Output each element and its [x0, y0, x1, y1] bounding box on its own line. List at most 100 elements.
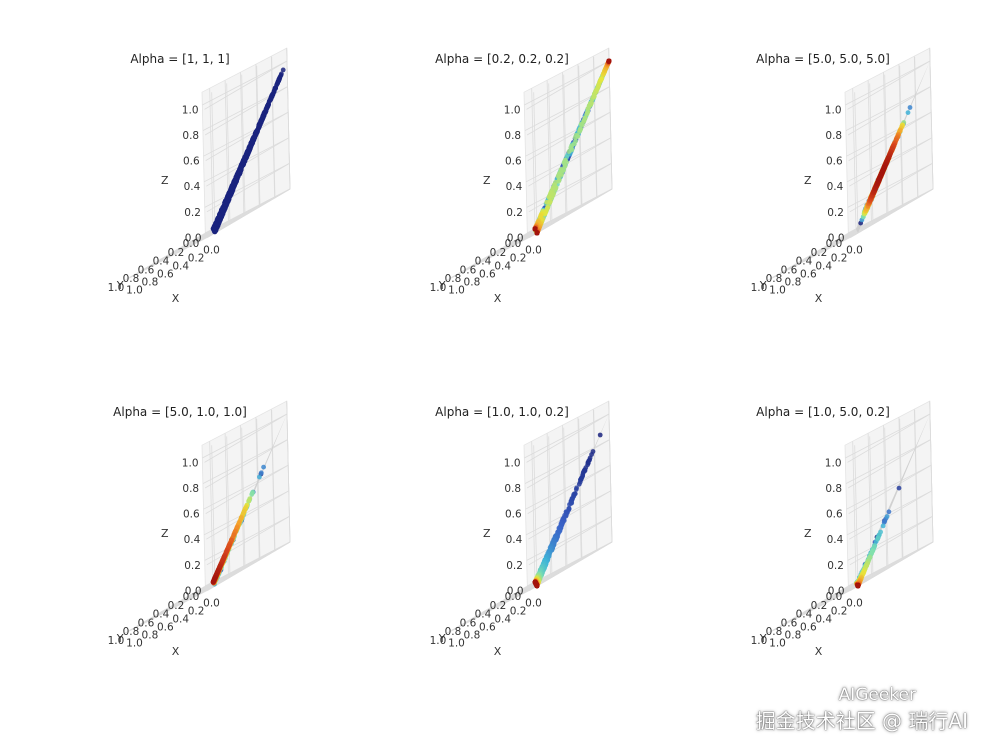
sample-point [884, 514, 890, 519]
sample-point [567, 502, 572, 507]
x-tick-label: 0.4 [815, 260, 832, 272]
grid-line [563, 427, 568, 569]
grid-line [240, 72, 245, 214]
y-tick-label: 1.0 [108, 635, 125, 647]
sample-point [256, 123, 262, 129]
z-tick-label: 1.0 [504, 457, 521, 469]
grid-line [913, 56, 918, 198]
x-tick-label: 0.2 [831, 252, 848, 264]
z-tick-label: 0.0 [185, 232, 202, 244]
y-tick-label: 0.4 [475, 256, 492, 268]
x-tick-label: 0.2 [188, 252, 205, 264]
grid-line [578, 65, 583, 207]
z-tick-label: 0.4 [506, 181, 523, 193]
x-tick-label: 0.2 [510, 605, 527, 617]
grid-line [531, 88, 536, 230]
grid-line [205, 111, 289, 161]
x-tick-label: 0.6 [479, 621, 496, 633]
grid-line [531, 441, 536, 583]
grid-line [525, 111, 611, 157]
z-tick-label: 1.0 [182, 457, 199, 469]
sample-point [277, 74, 283, 79]
grid-line [211, 445, 216, 587]
x-tick-label: 0.2 [188, 605, 205, 617]
z-axis-label: Z [161, 174, 169, 187]
grid-line [899, 65, 904, 207]
z-tick-label: 0.0 [507, 232, 524, 244]
grid-line [850, 188, 934, 238]
sample-point [261, 464, 266, 470]
subplot-1: Alpha = [1, 1, 1]0.00.20.40.60.81.00.00.… [108, 47, 291, 305]
grid-line [528, 490, 612, 540]
grid-line [202, 60, 288, 106]
x-tick-label: 0.6 [479, 268, 496, 280]
sample-point [245, 149, 250, 155]
y-tick-label: 0.6 [138, 617, 155, 629]
y-tick-label: 0.8 [766, 273, 783, 285]
grid-line [204, 163, 290, 208]
grid-line [206, 490, 290, 540]
subplot-title: Alpha = [1, 1, 1] [130, 52, 229, 66]
subplot-title: Alpha = [1.0, 5.0, 0.2] [756, 405, 890, 419]
z-tick-label: 0.6 [505, 509, 522, 521]
z-tick-label: 0.2 [506, 207, 523, 219]
grid-line [130, 232, 216, 278]
x-tick-label: 0.6 [800, 268, 817, 280]
grid-line [845, 86, 931, 131]
x-tick-label: 0.8 [142, 629, 159, 641]
grid-line [533, 92, 538, 234]
grid-line [207, 541, 291, 591]
z-axis-label: Z [483, 527, 491, 540]
sample-point [606, 58, 612, 64]
pane-xz [201, 47, 291, 234]
sample-points [532, 432, 603, 589]
grid-line [526, 163, 612, 208]
grid-line [241, 74, 246, 216]
x-tick-label: 0.4 [172, 260, 189, 272]
y-tick-label: 0.6 [460, 617, 477, 629]
sample-point [217, 218, 223, 223]
grid-line [202, 439, 288, 484]
grid-line [286, 48, 291, 190]
grid-line [206, 516, 290, 566]
sample-point [556, 173, 561, 179]
x-tick-label: 0.8 [464, 629, 481, 641]
grid-line [256, 65, 261, 207]
y-axis-label: Y [116, 279, 124, 292]
sample-point [252, 135, 257, 141]
pane-xz [523, 47, 613, 234]
y-tick-label: 0.8 [445, 273, 462, 285]
grid-line [209, 88, 214, 230]
y-tick-label: 0.0 [505, 238, 522, 250]
sample-point [886, 509, 892, 515]
sample-point [222, 206, 228, 212]
x-axis-label: X [494, 292, 502, 305]
grid-line [847, 60, 931, 110]
grid-line [209, 441, 214, 583]
sample-points [532, 58, 612, 236]
sample-point [544, 199, 550, 205]
sample-point [582, 115, 588, 121]
grid-line [527, 464, 611, 514]
grid-line [524, 60, 610, 106]
y-tick-label: 0.8 [445, 626, 462, 638]
z-tick-label: 0.8 [182, 130, 199, 142]
z-tick-label: 1.0 [504, 104, 521, 116]
grid-line [526, 413, 610, 463]
y-tick-label: 1.0 [108, 282, 125, 294]
grid-line [848, 111, 932, 161]
sample-point [217, 212, 222, 218]
sample-point [878, 172, 884, 178]
sample-point [225, 197, 231, 203]
sample-point [258, 470, 264, 476]
sample-point [599, 76, 604, 82]
grid-line [452, 585, 538, 631]
sample-point [276, 78, 282, 84]
sample-point [566, 149, 572, 154]
grid-line [848, 188, 934, 234]
x-tick-label: 0.4 [172, 613, 189, 625]
grid-line [563, 74, 568, 216]
z-tick-label: 0.2 [827, 207, 844, 219]
y-tick-label: 0.0 [183, 591, 200, 603]
grid-line [204, 516, 290, 561]
